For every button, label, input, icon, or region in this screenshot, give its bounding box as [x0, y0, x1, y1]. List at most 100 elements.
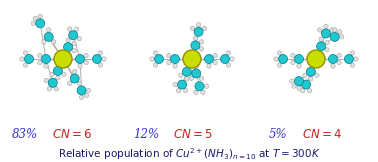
Circle shape — [167, 60, 171, 65]
Circle shape — [93, 54, 102, 64]
Text: 12%: 12% — [133, 127, 159, 140]
Circle shape — [291, 60, 295, 65]
Circle shape — [23, 63, 28, 67]
Circle shape — [98, 51, 103, 55]
Circle shape — [98, 63, 103, 67]
Circle shape — [69, 31, 78, 40]
Circle shape — [38, 14, 42, 18]
Circle shape — [199, 76, 203, 81]
Circle shape — [70, 74, 79, 83]
Circle shape — [53, 66, 62, 75]
Circle shape — [220, 54, 229, 64]
Text: $\mathit{CN = 6}$: $\mathit{CN = 6}$ — [52, 127, 92, 140]
Circle shape — [170, 54, 180, 64]
Circle shape — [297, 64, 301, 68]
Circle shape — [193, 36, 198, 41]
Circle shape — [25, 54, 34, 64]
Circle shape — [36, 19, 45, 28]
Circle shape — [303, 73, 307, 77]
Circle shape — [173, 64, 177, 68]
Circle shape — [291, 53, 295, 58]
Circle shape — [54, 50, 72, 68]
Text: Relative population of $\mathit{Cu}^{2+}(\mathit{NH}_3)_{n=10}$ at $\mathit{T} =: Relative population of $\mathit{Cu}^{2+}… — [58, 146, 320, 162]
Circle shape — [44, 78, 48, 83]
Circle shape — [78, 64, 82, 68]
Circle shape — [77, 81, 82, 86]
Circle shape — [294, 77, 304, 86]
Circle shape — [333, 28, 337, 32]
Circle shape — [354, 57, 358, 61]
Circle shape — [230, 57, 234, 61]
Circle shape — [213, 53, 217, 58]
Circle shape — [47, 87, 51, 91]
Circle shape — [344, 54, 353, 64]
Circle shape — [337, 53, 341, 58]
Circle shape — [325, 40, 329, 45]
Circle shape — [150, 57, 154, 61]
Circle shape — [20, 57, 24, 61]
Circle shape — [86, 88, 91, 93]
Circle shape — [189, 76, 194, 81]
Circle shape — [203, 26, 207, 30]
Circle shape — [290, 79, 294, 83]
Circle shape — [292, 84, 296, 88]
Circle shape — [51, 40, 56, 44]
Circle shape — [315, 73, 319, 77]
Circle shape — [338, 30, 342, 34]
Circle shape — [277, 63, 282, 67]
Circle shape — [48, 78, 57, 87]
Circle shape — [277, 51, 282, 55]
Circle shape — [207, 64, 211, 68]
Circle shape — [302, 80, 311, 89]
Circle shape — [192, 69, 201, 78]
Circle shape — [167, 53, 171, 58]
Circle shape — [339, 35, 344, 39]
Circle shape — [44, 32, 53, 41]
Circle shape — [324, 24, 328, 29]
Circle shape — [178, 80, 187, 89]
Circle shape — [350, 51, 355, 55]
Circle shape — [72, 41, 76, 46]
Circle shape — [73, 69, 77, 74]
Circle shape — [330, 32, 339, 41]
Text: 5%: 5% — [269, 127, 288, 140]
Circle shape — [38, 53, 42, 58]
Circle shape — [307, 88, 312, 93]
Circle shape — [84, 60, 88, 65]
Circle shape — [68, 27, 72, 31]
Circle shape — [319, 37, 323, 41]
Circle shape — [307, 50, 325, 68]
Circle shape — [64, 43, 73, 52]
Circle shape — [66, 38, 70, 42]
Circle shape — [274, 57, 278, 61]
Circle shape — [279, 54, 288, 64]
Circle shape — [197, 23, 201, 27]
Circle shape — [195, 82, 204, 91]
Circle shape — [194, 90, 198, 94]
Text: $\mathit{CN = 4}$: $\mathit{CN = 4}$ — [302, 127, 342, 140]
Circle shape — [183, 88, 188, 93]
Circle shape — [155, 54, 164, 64]
Text: $\mathit{CN = 5}$: $\mathit{CN = 5}$ — [173, 127, 213, 140]
Circle shape — [153, 51, 158, 55]
Circle shape — [185, 77, 189, 81]
Circle shape — [42, 54, 51, 64]
Circle shape — [50, 72, 54, 77]
Circle shape — [38, 60, 42, 65]
Circle shape — [74, 27, 79, 31]
Circle shape — [213, 60, 217, 65]
Circle shape — [31, 21, 36, 25]
Circle shape — [330, 28, 334, 32]
Circle shape — [191, 41, 200, 50]
Circle shape — [77, 36, 82, 41]
Circle shape — [309, 77, 313, 81]
Circle shape — [301, 88, 305, 93]
Circle shape — [294, 54, 304, 64]
Circle shape — [23, 51, 28, 55]
Circle shape — [183, 67, 191, 76]
Circle shape — [199, 40, 204, 44]
Circle shape — [79, 95, 84, 100]
Circle shape — [68, 81, 72, 86]
Circle shape — [179, 73, 183, 77]
Circle shape — [153, 63, 158, 67]
